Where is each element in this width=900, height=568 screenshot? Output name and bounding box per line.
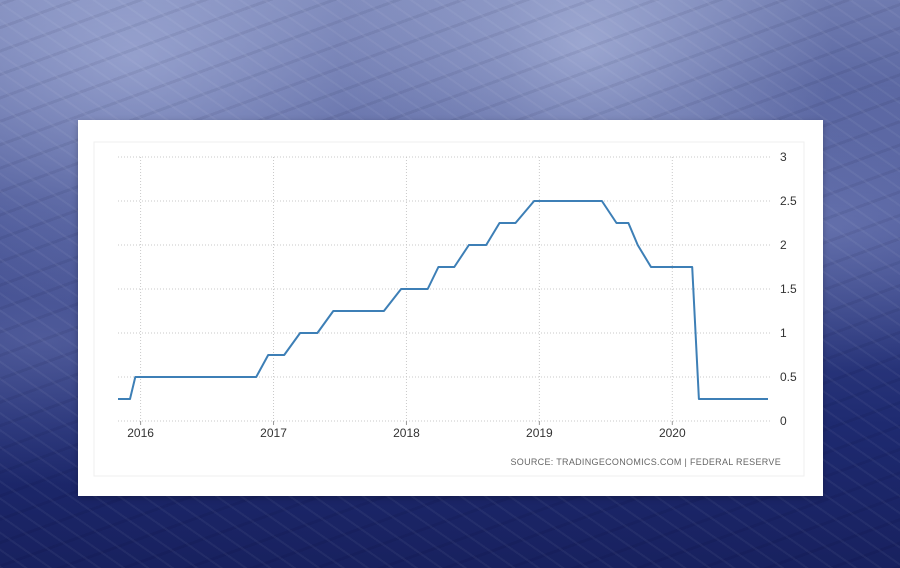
x-tick-label: 2020 [659,426,686,440]
y-tick-label: 3 [780,150,787,164]
interest-rate-chart: 0 0.5 1 1.5 2 2.5 3 2016 2017 2018 2019 2020 SOURC… [93,141,805,477]
x-tick-label: 2017 [260,426,287,440]
y-tick-label: 2.5 [780,194,797,208]
source-label: SOURCE: TRADINGECONOMICS.COM | FEDERAL R… [510,457,781,467]
y-tick-label: 0 [780,414,787,428]
x-tick-label: 2018 [393,426,420,440]
grid-layer [118,156,772,425]
y-axis-labels: 0 0.5 1 1.5 2 2.5 3 [780,150,797,428]
series-line [118,200,768,400]
chart-frame [93,141,805,477]
chart-card: 0 0.5 1 1.5 2 2.5 3 2016 2017 2018 2019 2020 SOURC… [78,120,823,496]
y-tick-label: 0.5 [780,370,797,384]
y-tick-label: 2 [780,238,787,252]
x-axis-labels: 2016 2017 2018 2019 2020 [127,426,686,440]
y-tick-label: 1 [780,326,787,340]
y-tick-label: 1.5 [780,282,797,296]
x-tick-label: 2016 [127,426,154,440]
x-tick-label: 2019 [526,426,553,440]
